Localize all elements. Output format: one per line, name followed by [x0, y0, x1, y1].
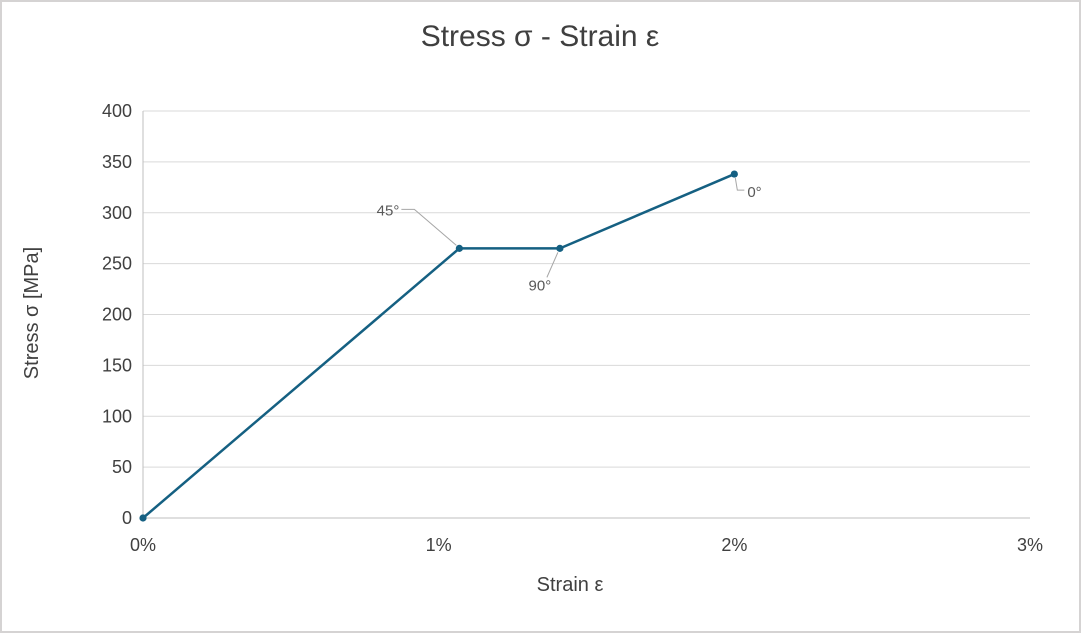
y-tick-label: 0 — [122, 508, 132, 528]
x-tick-label: 2% — [721, 535, 747, 555]
x-tick-label: 3% — [1017, 535, 1043, 555]
y-tick-label: 400 — [102, 101, 132, 121]
annotation-label: 0° — [747, 184, 761, 201]
y-tick-label: 300 — [102, 203, 132, 223]
data-point-marker — [139, 514, 147, 522]
chart-title: Stress σ - Strain ε — [421, 20, 660, 53]
y-tick-label: 150 — [102, 355, 132, 375]
y-tick-label: 50 — [112, 457, 132, 477]
x-axis-title: Strain ε — [537, 574, 604, 596]
data-point-marker — [455, 244, 463, 252]
y-tick-label: 200 — [102, 305, 132, 325]
annotation-leader-line — [734, 178, 745, 191]
data-point-marker — [556, 244, 564, 252]
y-tick-label: 100 — [102, 406, 132, 426]
plot-area: 0 50 100 150 200 250 300 350 400 0% 1% 2% 3% 45° 90° 0° — [102, 101, 1043, 555]
annotation-label: 45° — [377, 202, 400, 219]
data-point-marker — [730, 170, 738, 178]
y-tick-label: 250 — [102, 254, 132, 274]
x-tick-label: 0% — [130, 535, 156, 555]
y-axis-title: Stress σ [MPa] — [21, 247, 43, 379]
y-tick-label: 350 — [102, 152, 132, 172]
annotation-leader-line — [401, 208, 457, 246]
series-line — [141, 172, 736, 520]
x-tick-label: 1% — [426, 535, 452, 555]
annotation-label: 90° — [529, 277, 552, 294]
annotation-leader-line — [546, 252, 559, 278]
